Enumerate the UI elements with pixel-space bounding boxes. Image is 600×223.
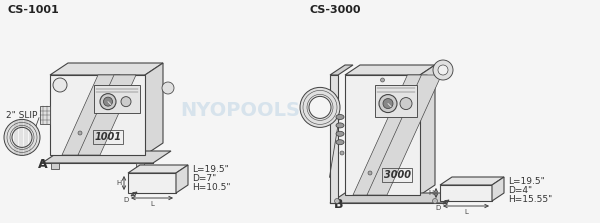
- Circle shape: [100, 94, 116, 110]
- Ellipse shape: [336, 123, 344, 128]
- Circle shape: [380, 78, 385, 82]
- Text: H=10.5": H=10.5": [192, 183, 230, 192]
- Polygon shape: [40, 106, 50, 124]
- Circle shape: [335, 198, 340, 204]
- Text: L: L: [464, 209, 468, 215]
- Text: CS-3000: CS-3000: [310, 5, 361, 15]
- Text: A: A: [38, 159, 47, 171]
- Polygon shape: [145, 63, 163, 155]
- Polygon shape: [420, 65, 435, 195]
- Circle shape: [4, 119, 40, 155]
- Polygon shape: [128, 165, 188, 173]
- Text: B: B: [334, 198, 343, 211]
- Text: L=19.5": L=19.5": [192, 165, 229, 174]
- Circle shape: [340, 151, 344, 155]
- Text: 2" SLIP: 2" SLIP: [6, 111, 37, 120]
- Text: D=4": D=4": [508, 186, 532, 195]
- Circle shape: [433, 198, 437, 204]
- Circle shape: [162, 82, 174, 94]
- Polygon shape: [367, 75, 442, 195]
- Text: CS-1001: CS-1001: [8, 5, 60, 15]
- Polygon shape: [62, 75, 120, 155]
- Text: H: H: [117, 180, 122, 186]
- Circle shape: [78, 131, 82, 135]
- Polygon shape: [440, 177, 504, 185]
- Circle shape: [433, 60, 453, 80]
- Bar: [93, 130, 123, 144]
- Text: NYOPOOLS: NYOPOOLS: [180, 101, 300, 120]
- Polygon shape: [440, 185, 492, 201]
- Polygon shape: [492, 177, 504, 201]
- Text: 2" SLIP: 2" SLIP: [308, 109, 340, 118]
- Text: H=15.55": H=15.55": [508, 195, 552, 204]
- Circle shape: [53, 78, 67, 92]
- Polygon shape: [94, 85, 140, 114]
- Circle shape: [368, 171, 372, 175]
- Circle shape: [104, 97, 113, 106]
- Circle shape: [309, 96, 331, 118]
- Circle shape: [12, 127, 32, 147]
- Circle shape: [400, 97, 412, 109]
- Text: D: D: [124, 197, 129, 203]
- Polygon shape: [50, 75, 145, 155]
- Polygon shape: [345, 65, 435, 75]
- Circle shape: [379, 95, 397, 113]
- Text: L: L: [150, 201, 154, 207]
- Polygon shape: [330, 65, 353, 75]
- Polygon shape: [128, 173, 176, 193]
- Polygon shape: [176, 165, 188, 193]
- Ellipse shape: [336, 131, 344, 136]
- Polygon shape: [330, 193, 460, 203]
- Circle shape: [121, 97, 131, 107]
- Polygon shape: [330, 75, 338, 203]
- Polygon shape: [42, 151, 171, 163]
- Polygon shape: [353, 75, 427, 195]
- Polygon shape: [345, 75, 420, 195]
- Circle shape: [300, 87, 340, 127]
- Ellipse shape: [336, 140, 344, 145]
- Circle shape: [383, 99, 393, 109]
- Text: 3000: 3000: [383, 170, 410, 180]
- Ellipse shape: [336, 114, 344, 120]
- Text: H: H: [429, 190, 434, 196]
- Text: D=7": D=7": [192, 174, 216, 183]
- Polygon shape: [50, 63, 163, 75]
- Polygon shape: [51, 163, 59, 169]
- Text: L=19.5": L=19.5": [508, 177, 545, 186]
- Circle shape: [438, 65, 448, 75]
- Polygon shape: [375, 85, 417, 117]
- Text: 1001: 1001: [95, 132, 121, 142]
- Polygon shape: [78, 75, 136, 155]
- Polygon shape: [136, 163, 144, 169]
- Text: D: D: [436, 205, 441, 211]
- Bar: [382, 168, 412, 182]
